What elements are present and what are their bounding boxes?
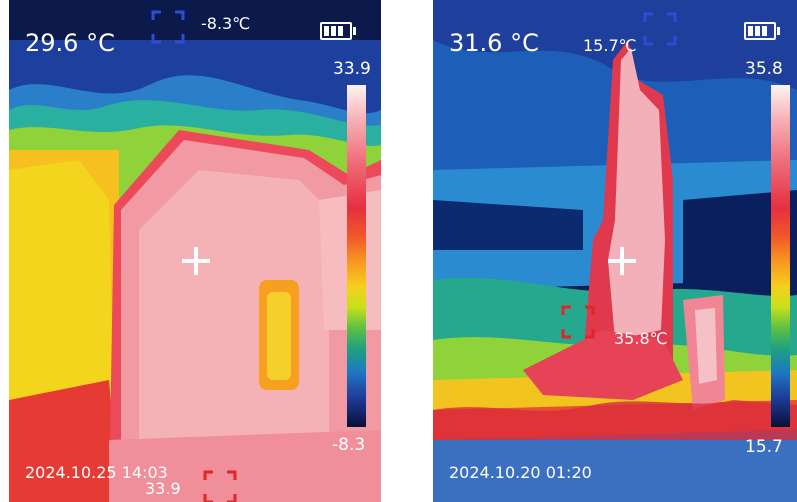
- scale-min-value: -8.3: [332, 435, 366, 455]
- crosshair-icon: [182, 247, 210, 275]
- min-temp-marker-icon: [643, 12, 677, 46]
- thermal-scene-right: [433, 0, 797, 502]
- thermal-scene-left: [9, 0, 381, 502]
- color-scale-bar: [347, 85, 366, 427]
- min-temp-marker-icon: [151, 10, 185, 44]
- crosshair-icon: [608, 247, 636, 275]
- timestamp: 2024.10.20 01:20: [449, 463, 592, 482]
- max-temp-marker-icon: [561, 305, 595, 339]
- battery-full-icon: [320, 22, 356, 40]
- thermal-image-left: 29.6 °C -8.3℃ 33.9 -8.3 2024.10.25 14:03…: [9, 0, 381, 502]
- thermal-image-right: 31.6 °C 15.7℃ 35.8 15.7 35.8℃ 2024.10.20…: [433, 0, 797, 502]
- min-spot-temperature: 15.7℃: [583, 36, 637, 55]
- max-temp-marker-icon: [203, 470, 237, 502]
- min-spot-temperature: -8.3℃: [201, 14, 251, 33]
- battery-full-icon: [744, 22, 780, 40]
- scale-max-value: 35.8: [745, 59, 783, 79]
- color-scale-bar: [771, 85, 790, 427]
- scale-max-value: 33.9: [333, 59, 371, 79]
- center-temperature: 29.6 °C: [25, 29, 115, 57]
- scale-min-value: 15.7: [745, 437, 783, 457]
- timestamp: 2024.10.25 14:03: [25, 463, 168, 482]
- center-temperature: 31.6 °C: [449, 29, 539, 57]
- max-spot-temperature: 35.8℃: [614, 329, 668, 348]
- max-spot-temperature: 33.9: [145, 479, 181, 498]
